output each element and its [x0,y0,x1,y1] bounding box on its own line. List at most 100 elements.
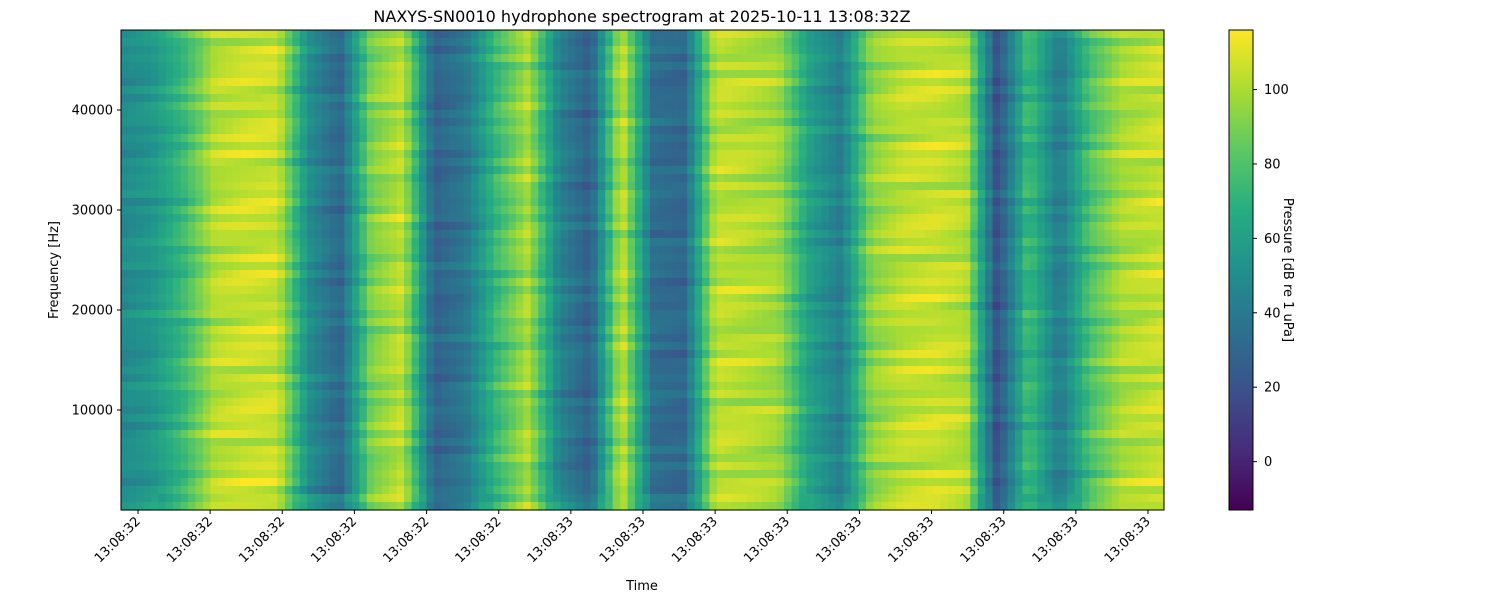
spectrogram-cell [530,94,539,103]
spectrogram-cell [121,102,130,111]
spectrogram-cell [597,294,606,303]
spectrogram-cell [389,270,398,279]
spectrogram-cell [597,398,606,407]
spectrogram-cell [381,94,390,103]
spectrogram-cell [717,398,726,407]
spectrogram-cell [582,382,591,391]
spectrogram-cell [597,382,606,391]
spectrogram-cell [366,294,375,303]
spectrogram-cell [396,446,405,455]
spectrogram-cell [709,406,718,415]
spectrogram-cell [538,182,547,191]
spectrogram-cell [255,478,264,487]
spectrogram-cell [389,198,398,207]
spectrogram-cell [270,262,279,271]
spectrogram-cell [687,390,696,399]
spectrogram-cell [568,174,577,183]
spectrogram-cell [270,358,279,367]
spectrogram-cell [329,62,338,71]
spectrogram-cell [553,78,562,87]
spectrogram-cell [493,94,502,103]
spectrogram-cell [694,182,703,191]
spectrogram-cell [374,286,383,295]
spectrogram-cell [188,206,197,215]
spectrogram-cell [553,334,562,343]
spectrogram-cell [277,478,286,487]
spectrogram-cell [471,502,480,511]
spectrogram-cell [538,294,547,303]
spectrogram-cell [225,302,234,311]
spectrogram-cell [150,446,159,455]
spectrogram-cell [687,70,696,79]
spectrogram-cell [702,422,711,431]
spectrogram-cell [553,310,562,319]
spectrogram-cell [135,334,144,343]
spectrogram-cell [508,262,517,271]
spectrogram-cell [143,110,152,119]
spectrogram-cell [366,334,375,343]
spectrogram-cell [188,334,197,343]
spectrogram-cell [724,486,733,495]
spectrogram-cell [210,374,219,383]
spectrogram-cell [545,382,554,391]
spectrogram-cell [702,102,711,111]
spectrogram-cell [456,174,465,183]
spectrogram-cell [642,246,651,255]
spectrogram-cell [121,46,130,55]
spectrogram-cell [232,46,241,55]
spectrogram-cell [471,166,480,175]
spectrogram-cell [329,174,338,183]
spectrogram-cell [366,134,375,143]
spectrogram-cell [188,478,197,487]
spectrogram-cell [448,118,457,127]
spectrogram-cell [121,390,130,399]
spectrogram-cell [702,254,711,263]
spectrogram-cell [664,166,673,175]
spectrogram-cell [225,86,234,95]
spectrogram-cell [396,118,405,127]
spectrogram-cell [441,278,450,287]
spectrogram-cell [299,390,308,399]
spectrogram-cell [538,262,547,271]
spectrogram-cell [553,390,562,399]
spectrogram-cell [255,214,264,223]
spectrogram-cell [314,326,323,335]
spectrogram-cell [448,422,457,431]
spectrogram-cell [605,174,614,183]
spectrogram-cell [605,230,614,239]
spectrogram-cell [284,246,293,255]
spectrogram-cell [582,318,591,327]
spectrogram-cell [620,190,629,199]
spectrogram-cell [217,494,226,503]
spectrogram-cell [672,142,681,151]
spectrogram-cell [441,262,450,271]
spectrogram-cell [508,286,517,295]
spectrogram-cell [627,326,636,335]
spectrogram-cell [247,30,256,39]
spectrogram-cell [158,222,167,231]
spectrogram-cell [195,398,204,407]
spectrogram-cell [165,278,174,287]
spectrogram-cell [366,78,375,87]
spectrogram-cell [508,382,517,391]
spectrogram-cell [128,478,137,487]
spectrogram-cell [150,366,159,375]
spectrogram-cell [307,414,316,423]
spectrogram-cell [612,126,621,135]
spectrogram-cell [210,198,219,207]
spectrogram-cell [307,302,316,311]
spectrogram-cell [217,358,226,367]
spectrogram-cell [307,406,316,415]
spectrogram-cell [530,134,539,143]
spectrogram-cell [694,270,703,279]
spectrogram-cell [292,54,301,63]
spectrogram-cell [560,190,569,199]
spectrogram-cell [344,174,353,183]
spectrogram-cell [560,94,569,103]
spectrogram-cell [508,214,517,223]
spectrogram-cell [679,358,688,367]
spectrogram-cell [396,406,405,415]
spectrogram-cell [426,54,435,63]
spectrogram-cell [500,206,509,215]
spectrogram-cell [679,462,688,471]
